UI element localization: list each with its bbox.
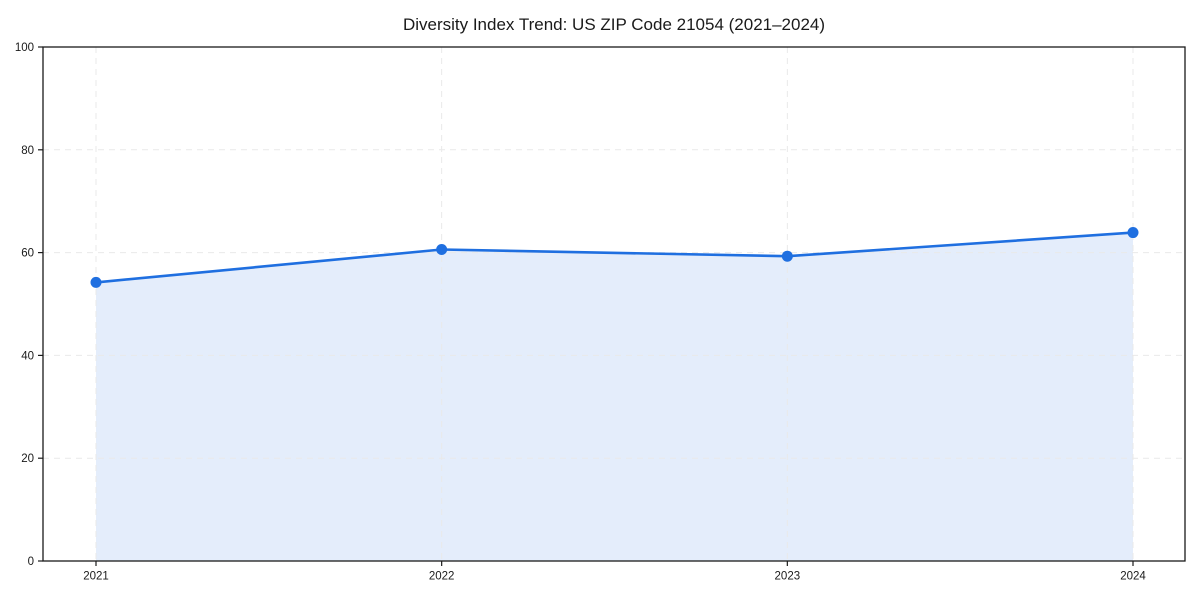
y-tick-label: 80 bbox=[21, 145, 34, 157]
data-point-markers bbox=[90, 227, 1139, 288]
data-point-marker bbox=[1127, 227, 1139, 239]
data-point-marker bbox=[781, 250, 793, 262]
y-tick-label: 100 bbox=[15, 42, 34, 54]
data-point-marker bbox=[436, 244, 448, 256]
area-fill bbox=[96, 232, 1133, 561]
data-point-marker bbox=[90, 276, 102, 288]
x-axis-ticks: 2021 2022 2023 2024 bbox=[83, 561, 1146, 583]
y-tick-label: 60 bbox=[21, 248, 34, 260]
x-tick-label: 2022 bbox=[429, 571, 455, 583]
x-tick-label: 2024 bbox=[1120, 571, 1146, 583]
trend-line bbox=[94, 231, 1135, 284]
y-tick-label: 20 bbox=[21, 453, 34, 465]
plot-border bbox=[42, 46, 1186, 562]
y-axis-ticks: 0 20 40 60 80 100 bbox=[15, 42, 43, 568]
y-tick-label: 40 bbox=[21, 350, 34, 362]
y-tick-label: 0 bbox=[28, 556, 34, 568]
chart-title: Diversity Index Trend: US ZIP Code 21054… bbox=[403, 15, 825, 34]
x-tick-label: 2021 bbox=[83, 571, 109, 583]
x-tick-label: 2023 bbox=[775, 571, 801, 583]
